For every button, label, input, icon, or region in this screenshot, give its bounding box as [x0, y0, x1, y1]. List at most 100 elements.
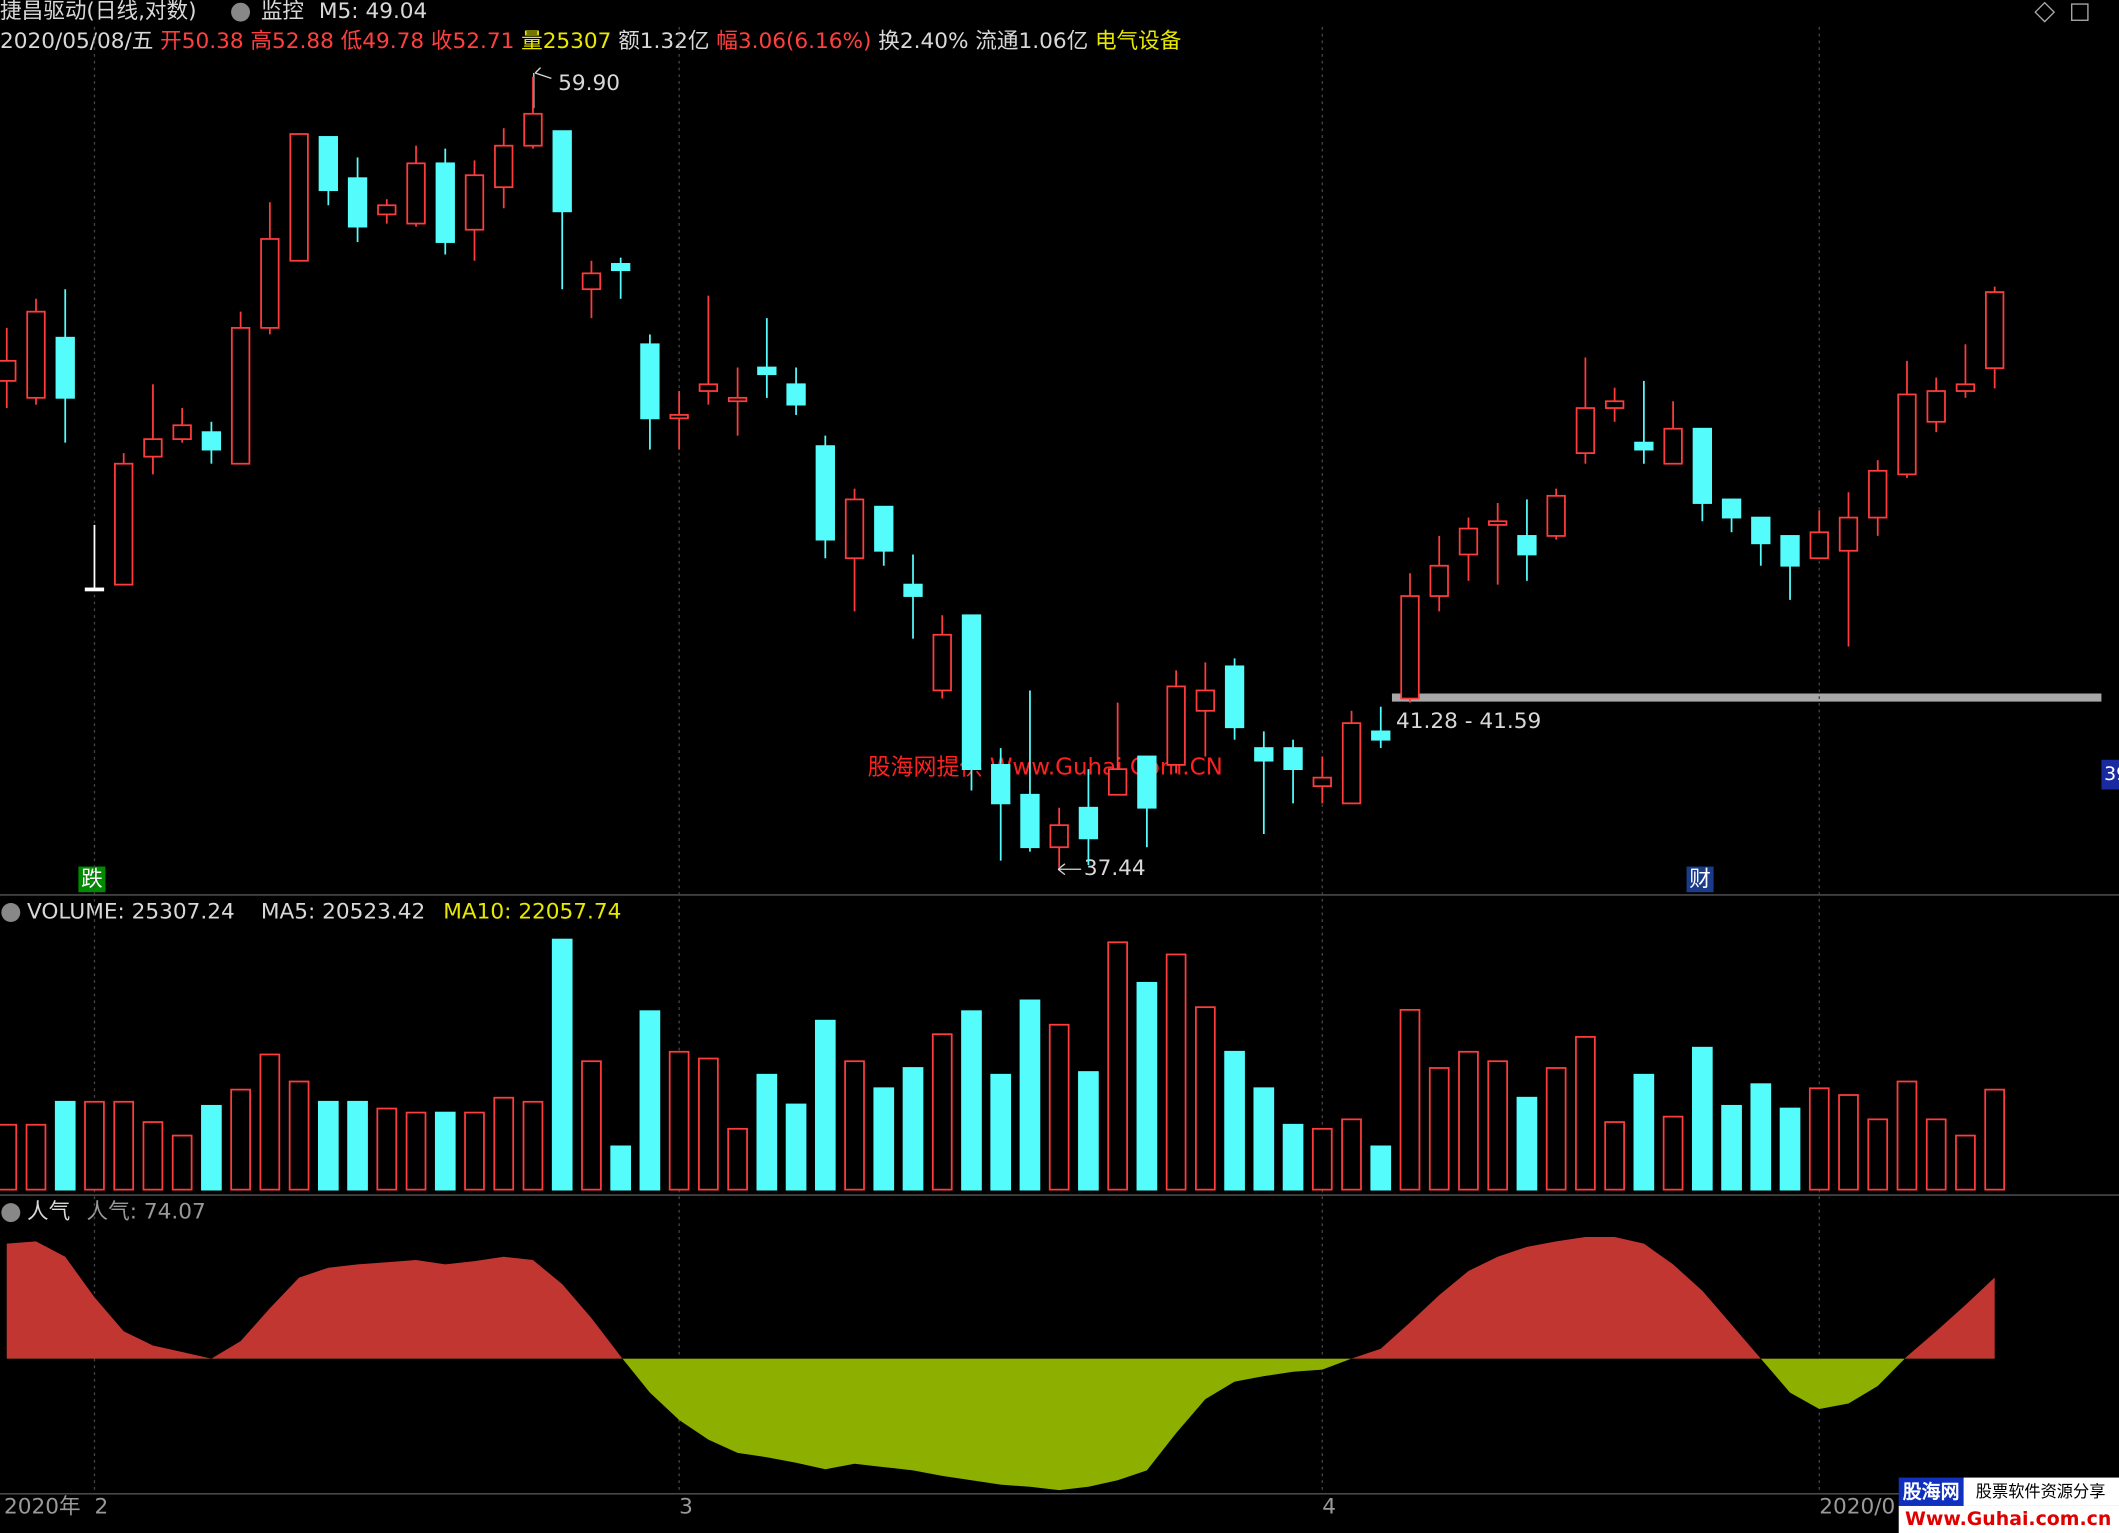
candle-body [1020, 793, 1040, 849]
monitor-label[interactable]: 监控 [261, 0, 304, 24]
candle-body [1458, 527, 1479, 556]
candle-body [552, 130, 572, 213]
indicator-area-positive [6, 1237, 1995, 1359]
volume-bar [376, 1107, 398, 1191]
volume-label: VOLUME: 25307.24 [27, 899, 235, 924]
candle-body [874, 505, 894, 552]
ma-label: M5: 49.04 [319, 0, 427, 24]
logo-slogan: 股票软件资源分享 [1976, 1482, 2106, 1501]
fall-badge-text[interactable]: 跌 [81, 867, 103, 892]
volume-bar [25, 1123, 47, 1191]
volume-bar [1311, 1127, 1333, 1191]
candle-body [494, 144, 514, 189]
volume-bar [581, 1060, 602, 1191]
info-item: 电气设备 [1095, 29, 1182, 54]
candle-body [1341, 722, 1362, 805]
indicator-icon[interactable] [1, 1203, 21, 1223]
candle-body [1488, 520, 1508, 526]
candle-body [55, 336, 75, 399]
info-item: 幅3.06(6.16%) [716, 29, 871, 54]
info-item: 收52.71 [431, 29, 514, 54]
volume-bar [1516, 1096, 1538, 1191]
high-label: 59.90 [558, 71, 620, 96]
volume-bar [1165, 953, 1187, 1191]
volume-bar [1341, 1118, 1362, 1191]
volume-bar [1721, 1104, 1742, 1191]
volume-ma10: MA10: 22057.74 [443, 899, 621, 924]
watermark: 股海网提供 Www.Guhai.Com.CN [868, 754, 1223, 780]
candle-body [1429, 564, 1449, 597]
volume-bar [1282, 1123, 1304, 1191]
candle-body [464, 174, 485, 231]
volume-bar [347, 1100, 368, 1191]
volume-bar [1925, 1118, 1947, 1191]
candle-body [1312, 776, 1332, 788]
window-button[interactable] [2071, 3, 2089, 21]
candle-body [347, 177, 368, 228]
volume-bar [1428, 1067, 1450, 1191]
low-arrow [1057, 863, 1082, 876]
candle-body [1692, 427, 1712, 504]
x-tick-label: 2020年 [4, 1494, 81, 1519]
volume-bar [785, 1103, 807, 1191]
logo-url-box [1898, 1505, 2119, 1533]
info-item: 额1.32亿 [618, 29, 709, 54]
x-tick-label: 2 [94, 1494, 108, 1519]
candle-body [1195, 689, 1216, 712]
candle-body [727, 396, 748, 403]
candle-body [143, 438, 163, 458]
candle-body [1985, 291, 2005, 370]
candle-body [318, 136, 338, 192]
candle-body [114, 462, 134, 586]
candle-body [961, 614, 982, 771]
volume-bar [142, 1121, 164, 1191]
candle-body [1721, 498, 1742, 519]
candle-body [201, 431, 222, 451]
candle-body [1371, 730, 1391, 741]
candle-body [1809, 531, 1829, 560]
volume-bar [1691, 1046, 1713, 1191]
volume-bar [902, 1067, 924, 1191]
candle-body [1166, 685, 1186, 766]
volume-bar [1575, 1036, 1596, 1191]
candle-body [1838, 516, 1859, 552]
volume-icon[interactable] [1, 903, 21, 922]
volume-bar [288, 1080, 310, 1191]
finance-badge[interactable] [1686, 866, 1714, 893]
volume-ma5: MA5: 20523.42 [261, 899, 425, 924]
volume-bar [1779, 1107, 1801, 1191]
logo-strip [1963, 1477, 2119, 1506]
candle-body [1400, 595, 1420, 700]
x-tick-label: 2020/0 [1819, 1494, 1895, 1519]
volume-bar [668, 1050, 690, 1191]
candle-body [172, 424, 192, 441]
candle-body [289, 133, 309, 262]
volume-bar [873, 1087, 895, 1191]
candle-body [844, 498, 865, 560]
candle-body [1078, 806, 1099, 840]
candle-body [1634, 441, 1654, 451]
candle-body [1254, 747, 1274, 762]
volume-bar [961, 1010, 982, 1191]
monitor-icon[interactable] [231, 2, 251, 22]
candle-body [903, 583, 923, 597]
candle-body [669, 414, 689, 420]
logo-box [1898, 1477, 1964, 1506]
candle-body [1663, 427, 1683, 465]
fall-badge[interactable] [78, 866, 106, 893]
volume-bar [1955, 1134, 1976, 1191]
volume-bar [1107, 941, 1128, 1191]
volume-bar [317, 1100, 339, 1191]
volume-bar [1078, 1071, 1099, 1191]
volume-bar [434, 1111, 456, 1191]
volume-bar [1750, 1083, 1772, 1191]
candle-body [611, 263, 631, 272]
finance-badge-text[interactable]: 财 [1689, 867, 1711, 892]
volume-bar [1604, 1121, 1625, 1191]
volume-bar [1633, 1073, 1655, 1191]
info-item: 低49.78 [341, 29, 424, 54]
diamond-button[interactable] [2034, 1, 2056, 23]
info-row: 2020/05/08/五 开50.38 高52.88 低49.78 收52.71 量253… [0, 29, 1182, 54]
